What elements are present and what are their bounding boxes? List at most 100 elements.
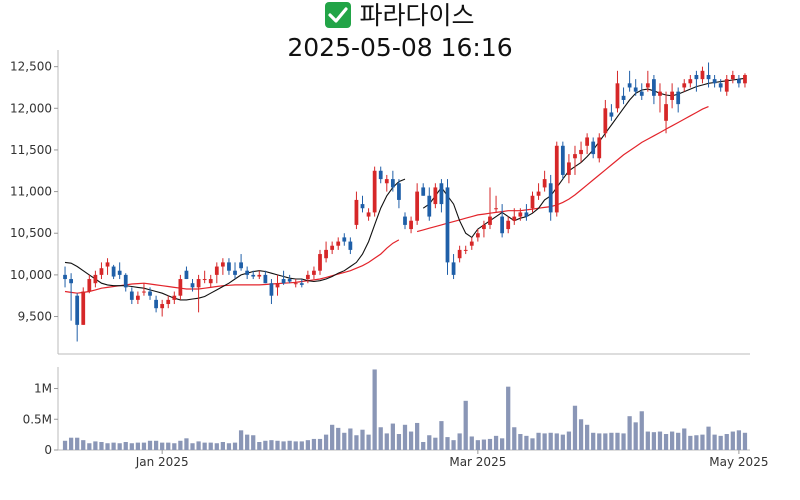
volume-bar (360, 429, 365, 450)
volume-bar (639, 411, 644, 450)
candle-body (494, 208, 498, 210)
volume-bar (323, 434, 329, 450)
candle-body (166, 299, 171, 305)
volume-bar (742, 432, 748, 450)
candle-body (676, 91, 681, 105)
volume-bar (330, 424, 335, 450)
price-y-tick-label: 11,000 (10, 185, 52, 199)
volume-bar (293, 441, 298, 450)
volume-bar (669, 431, 675, 450)
volume-panel: 0 0.5M 1M (23, 367, 750, 457)
volume-bar (566, 431, 572, 450)
volume-bar (554, 433, 559, 450)
volume-bar (676, 432, 681, 450)
volume-bar (481, 439, 487, 450)
candle-body (69, 279, 73, 284)
candle-body (664, 104, 668, 121)
candle-body (299, 283, 304, 285)
volume-bar (615, 432, 620, 450)
volume-bar (421, 442, 426, 450)
candle-body (475, 233, 480, 238)
candle-body (706, 74, 711, 80)
candle-body (148, 291, 152, 296)
chart-datetime: 2025-05-08 16:16 (287, 33, 513, 62)
volume-y-tick-label: 0 (44, 443, 52, 457)
candle-body (658, 91, 662, 96)
volume-bar (415, 422, 420, 450)
candle-body (227, 262, 231, 271)
volume-bar (62, 440, 68, 450)
candle-body (463, 249, 468, 251)
ma-short-line (64, 178, 406, 301)
candle-body (524, 212, 529, 217)
candle-body (694, 74, 699, 80)
candle-body (554, 145, 559, 213)
volume-bar (366, 434, 371, 450)
candle-body (615, 83, 620, 109)
volume-bar (597, 433, 602, 450)
volume-bar (372, 369, 377, 450)
volume-bar (275, 440, 280, 450)
candle-body (712, 79, 717, 84)
volume-bar (578, 419, 584, 450)
price-y-tick-label: 12,500 (10, 60, 52, 74)
volume-bar (682, 428, 687, 450)
candle-body (670, 91, 674, 100)
volume-bar (487, 438, 493, 450)
volume-y-tick-label: 1M (34, 382, 52, 396)
candle-body (366, 212, 371, 217)
volume-bar (135, 442, 141, 450)
volume-bar (160, 442, 165, 450)
volume-bar (584, 424, 590, 450)
volume-bar (548, 432, 553, 450)
candle-body (627, 83, 632, 88)
candle-body (737, 79, 741, 84)
candle-body (488, 216, 492, 225)
volume-bar (408, 431, 414, 450)
price-panel: 9,500 10,000 10,500 11,000 11,500 12,000 12,50… (10, 50, 750, 355)
candle-body (451, 262, 456, 275)
candle-body (263, 274, 268, 284)
candle-body (287, 279, 292, 282)
volume-bar (311, 438, 317, 450)
candle-body (542, 179, 547, 188)
volume-bar (141, 442, 147, 450)
volume-bar (457, 433, 462, 450)
candle-body (129, 291, 134, 300)
candle-body (196, 279, 201, 288)
candle-body (190, 283, 195, 288)
candle-body (99, 268, 104, 275)
volume-bar (500, 438, 505, 450)
volume-bar (190, 443, 195, 450)
volume-bar (396, 434, 402, 450)
price-y-tick-label: 11,500 (10, 143, 52, 157)
candle-body (585, 137, 590, 146)
candle-body (482, 224, 486, 230)
volume-bar (506, 386, 511, 450)
candle-body (160, 304, 165, 309)
volume-bar (317, 438, 323, 450)
candle-body (172, 295, 177, 300)
volume-bar (627, 416, 632, 450)
volume-bar (238, 430, 244, 450)
candle-body (518, 212, 523, 217)
volume-bar (129, 443, 134, 450)
volume-bar (269, 440, 274, 450)
volume-bar (542, 433, 547, 450)
volume-bar (651, 432, 657, 450)
volume-bar (688, 435, 693, 450)
volume-bar (281, 441, 286, 450)
volume-bar (299, 441, 304, 450)
stock-name: 파라다이스 (359, 1, 475, 30)
volume-bar (166, 442, 171, 450)
volume-bar (536, 432, 541, 450)
candle-body (743, 74, 747, 84)
candle-body (384, 179, 389, 184)
volume-bar (117, 443, 122, 450)
candle-body (275, 283, 280, 288)
price-y-tick-label: 9,500 (18, 310, 52, 324)
volume-bar (263, 440, 268, 450)
candle-body (621, 95, 626, 100)
volume-bar (718, 435, 723, 450)
candle-body (324, 249, 328, 259)
